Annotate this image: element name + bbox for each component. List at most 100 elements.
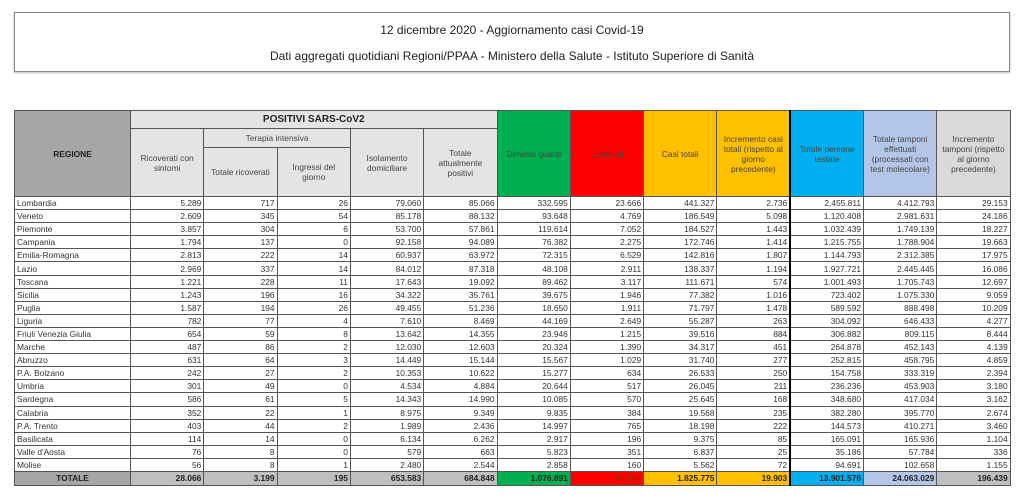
cell-value: 458.795 [863, 353, 938, 368]
cell-value: 2 [276, 340, 351, 355]
cell-value: 277 [716, 353, 792, 368]
cell-value: 24.063.029 [863, 470, 938, 486]
table-row: Sardegna 586 61 5 14.343 14.990 10.085 570 25.64… [14, 392, 1011, 407]
header-casi: Casi totali [643, 110, 718, 197]
cell-value: 1.001.493 [789, 274, 865, 289]
cell-value: 13.901.576 [789, 470, 865, 486]
cell-value: 264.878 [789, 340, 865, 355]
cell-value: 6.837 [643, 444, 718, 459]
cell-value: 79.060 [349, 195, 425, 211]
cell-value: 4.412.793 [863, 195, 938, 211]
cell-value: 8 [276, 326, 351, 342]
cell-value: 345 [203, 209, 278, 224]
cell-value: 142.816 [643, 248, 718, 263]
table-row: Toscana 1.221 228 11 17.643 19.092 89.462 3.117… [14, 274, 1011, 289]
cell-value: 1.215.755 [789, 235, 865, 250]
cell-value: 2.455.811 [789, 195, 865, 211]
cell-value: 1 [276, 405, 351, 420]
cell-value: 26.533 [643, 366, 718, 381]
region-name: Valle d'Aosta [14, 444, 131, 459]
cell-value: 348.680 [789, 392, 865, 407]
cell-value: 27 [203, 366, 278, 381]
region-name: P.A. Trento [14, 418, 131, 433]
cell-value: 4.277 [936, 313, 1011, 328]
cell-value: 2.917 [496, 431, 571, 446]
cell-value: 2.813 [129, 248, 205, 263]
cell-value: 228 [203, 274, 278, 289]
cell-value: 1.946 [569, 287, 645, 302]
cell-value: 242 [129, 366, 205, 381]
cell-value: 1.076.891 [496, 470, 571, 486]
region-name: Veneto [14, 209, 131, 224]
cell-value: 304 [203, 222, 278, 237]
cell-value: 0 [276, 235, 351, 250]
table-row: Sicilia 1.243 196 16 34.322 35.761 39.675 1.946… [14, 287, 1011, 302]
cell-value: 18.650 [496, 300, 571, 315]
cell-value: 3.162 [936, 392, 1011, 407]
cell-value: 76.382 [496, 235, 571, 250]
cell-value: 165.936 [863, 431, 938, 446]
cell-value: 1.443 [716, 222, 792, 237]
table-row: Liguria 782 77 4 7.610 8.469 44.169 2.649 55.287… [14, 313, 1011, 328]
cell-value: 26 [276, 195, 351, 211]
cell-value: 6.262 [423, 431, 498, 446]
cell-value: 5.562 [643, 457, 718, 472]
cell-value: 570 [569, 392, 645, 407]
cell-value: 3.199 [203, 470, 278, 486]
cell-value: 72.315 [496, 248, 571, 263]
cell-value: 304.092 [789, 313, 865, 328]
cell-value: 1.989 [349, 418, 425, 433]
cell-value: 8 [203, 444, 278, 459]
cell-value: 263 [716, 313, 792, 328]
covid-data-table: REGIONE POSITIVI SARS-CoV2 Dimessi guari… [14, 110, 1011, 486]
cell-value: 60.937 [349, 248, 425, 263]
cell-value: 403 [129, 418, 205, 433]
cell-value: 2.981.631 [863, 209, 938, 224]
cell-value: 765 [569, 418, 645, 433]
page-subtitle: Dati aggregati quotidiani Regioni/PPAA -… [269, 49, 755, 63]
cell-value: 20.324 [496, 340, 571, 355]
cell-value: 184.527 [643, 222, 718, 237]
cell-value: 2.736 [716, 195, 792, 211]
region-name: Abruzzo [14, 353, 131, 368]
cell-value: 236.236 [789, 379, 865, 394]
cell-value: 54 [276, 209, 351, 224]
cell-value: 57.784 [863, 444, 938, 459]
table-row: Calabria 352 22 1 8.975 9.349 9.835 384 19.568 23… [14, 405, 1011, 420]
table-row: Veneto 2.609 345 54 85.178 88.132 93.648 4.769 1… [14, 209, 1011, 224]
cell-value: 352 [129, 405, 205, 420]
cell-value: 417.034 [863, 392, 938, 407]
region-name: Liguria [14, 313, 131, 328]
cell-value: 93.648 [496, 209, 571, 224]
region-name: Lazio [14, 261, 131, 276]
cell-value: 92.158 [349, 235, 425, 250]
cell-value: 1.794 [129, 235, 205, 250]
cell-value: 17.643 [349, 274, 425, 289]
cell-value: 1.104 [936, 431, 1011, 446]
cell-value: 195 [276, 470, 351, 486]
region-name: Friuli Venezia Giulia [14, 326, 131, 342]
cell-value: 8.469 [423, 313, 498, 328]
cell-value: 19.092 [423, 274, 498, 289]
region-name: Basilicata [14, 431, 131, 446]
header-dimessi: Dimessi guariti [496, 110, 571, 197]
cell-value: 782 [129, 313, 205, 328]
cell-value: 4.859 [936, 353, 1011, 368]
region-name: Campania [14, 235, 131, 250]
cell-value: 2.858 [496, 457, 571, 472]
cell-value: 1.016 [716, 287, 792, 302]
cell-value: 137 [203, 235, 278, 250]
cell-value: 77 [203, 313, 278, 328]
cell-value: 160 [569, 457, 645, 472]
cell-value: 85 [716, 431, 792, 446]
cell-value: 574 [716, 274, 792, 289]
cell-value: 351 [569, 444, 645, 459]
table-row: Valle d'Aosta 76 8 0 579 663 5.823 351 6.837 25 35… [14, 444, 1011, 459]
cell-value: 88.132 [423, 209, 498, 224]
cell-value: 10.622 [423, 366, 498, 381]
cell-value: 634 [569, 366, 645, 381]
cell-value: 77.382 [643, 287, 718, 302]
page-title: 12 dicembre 2020 - Aggiornamento casi Co… [380, 23, 644, 37]
cell-value: 2.969 [129, 261, 205, 276]
cell-value: 15.144 [423, 353, 498, 368]
